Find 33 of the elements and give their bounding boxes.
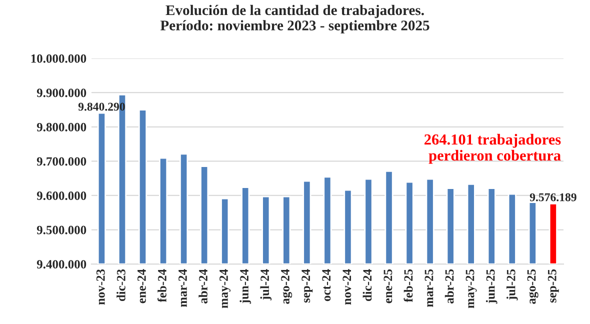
x-tick-label: oct-24: [322, 269, 331, 302]
x-tick-label: abr-25: [444, 269, 454, 304]
x-tick-label: mar-24: [178, 269, 187, 307]
x-tick-label: jun-25: [486, 269, 498, 304]
x-tick-label: abr-24: [198, 269, 208, 304]
x-tick-label: jul-25: [506, 269, 518, 300]
x-tick-label: jul-24: [260, 269, 272, 300]
x-tick-label: nov-24: [342, 269, 352, 305]
x-tick-label: may-24: [220, 269, 231, 308]
y-tick-label: 9.400.000: [36, 260, 86, 269]
x-tick-label: may-25: [466, 269, 477, 308]
y-tick-label: 9.600.000: [36, 192, 86, 200]
y-tick-label: 9.900.000: [36, 88, 86, 98]
x-tick-label: dic-24: [362, 269, 372, 302]
x-tick-label: sep-24: [302, 269, 313, 303]
x-tick-label: ago-24: [281, 269, 292, 304]
x-tick-label: sep-25: [548, 269, 559, 303]
x-tick-label: ene-24: [137, 269, 146, 304]
chart-title: Evolución de la cantidad de trabajadores. Período: noviembre 2023 - septiembre 2025: [160, 4, 430, 34]
x-tick-label: ago-25: [527, 269, 538, 304]
data-label: 9.576.189: [530, 193, 576, 202]
y-tick-label: 10.000.000: [31, 54, 86, 63]
x-tick-label: feb-24: [157, 269, 166, 302]
annotation: 264.101 trabajadores perdieron cobertura: [424, 134, 561, 164]
x-tick-label: feb-25: [404, 269, 413, 302]
x-tick-label: mar-25: [424, 269, 434, 307]
x-tick-label: dic-23: [116, 269, 126, 302]
x-tick-label: nov-23: [96, 269, 105, 305]
y-tick-label: 9.800.000: [36, 122, 86, 132]
y-tick-label: 9.700.000: [36, 157, 86, 166]
x-tick-label: jun-24: [240, 269, 252, 304]
y-tick-label: 9.500.000: [36, 226, 86, 234]
x-tick-label: ene-25: [384, 269, 392, 304]
